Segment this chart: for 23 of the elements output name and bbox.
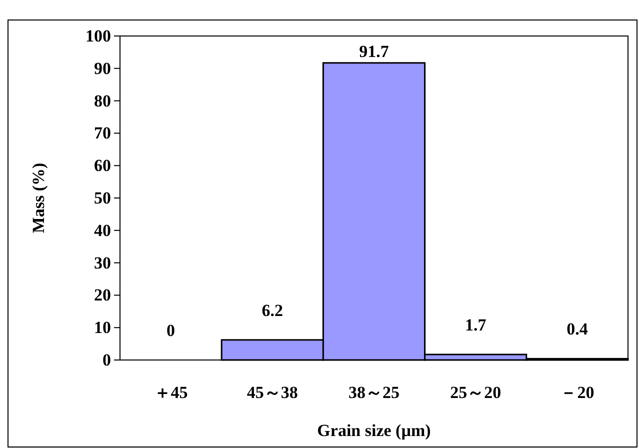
- x-tick-label: 25～20: [450, 383, 502, 402]
- x-tick-label: －20: [560, 383, 594, 402]
- y-tick-label: 70: [94, 124, 111, 143]
- y-tick-label: 80: [94, 91, 111, 110]
- data-label: 6.2: [262, 300, 284, 320]
- x-axis-title: Grain size (µm): [317, 421, 431, 440]
- y-axis-title: Mass (%): [29, 162, 48, 234]
- x-tick-label: ＋45: [154, 383, 188, 402]
- y-tick-label: 60: [94, 156, 111, 176]
- data-label: 0.4: [566, 320, 588, 339]
- y-tick-label: 90: [94, 58, 111, 78]
- data-label: 0: [166, 321, 176, 340]
- y-tick-label: 30: [94, 253, 111, 272]
- y-tick-label: 20: [94, 286, 111, 305]
- x-tick-label: 45～38: [246, 383, 298, 402]
- y-tick-label: 0: [102, 350, 111, 370]
- y-tick-label: 40: [94, 220, 111, 240]
- data-label: 91.7: [359, 42, 390, 61]
- data-label: 1.7: [464, 315, 487, 334]
- y-tick-label: 100: [86, 26, 111, 46]
- y-tick-label: 50: [94, 188, 111, 208]
- x-tick-label: 38～25: [348, 383, 400, 402]
- y-tick-label: 10: [94, 318, 111, 338]
